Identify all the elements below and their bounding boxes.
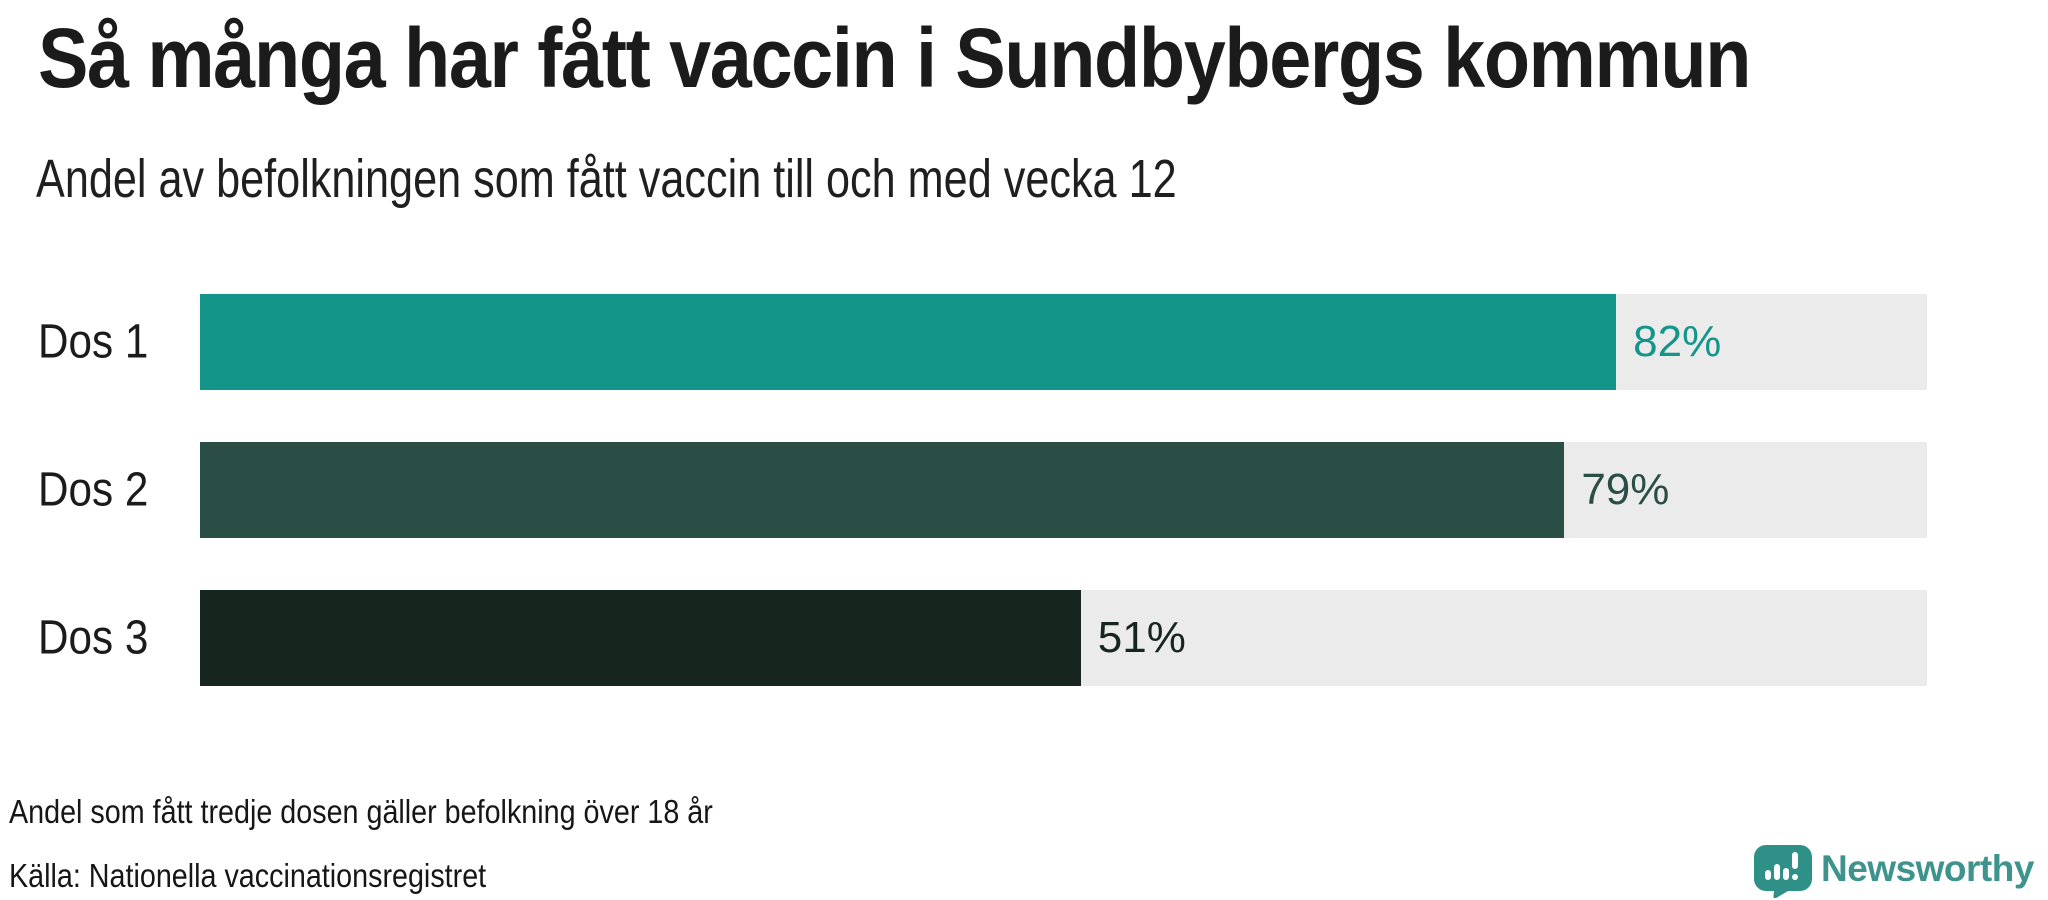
bar-value-label: 51% [1097, 613, 1186, 662]
chart-row: Dos 3 51% [0, 590, 2048, 686]
bar-track: 79% [200, 442, 1927, 538]
bar-track: 82% [200, 294, 1927, 390]
newsworthy-logo: Newsworthy [1754, 845, 2034, 900]
source-note: Källa: Nationella vaccinationsregistret [9, 857, 487, 894]
chart-row: Dos 2 79% [0, 442, 2048, 538]
category-label: Dos 1 [38, 315, 149, 369]
bar-chart: Dos 1 82% Dos 2 79% Dos 3 51% [0, 294, 2048, 738]
speech-bubble-bar-chart-icon [1754, 845, 1812, 900]
category-label: Dos 2 [38, 463, 149, 517]
bar-fill [200, 442, 1565, 538]
bar-track: 51% [200, 590, 1927, 686]
bar-value-label: 82% [1633, 317, 1722, 366]
logo-text: Newsworthy [1821, 848, 2034, 889]
page-title: Så många har fått vaccin i Sundbybergs k… [38, 11, 1751, 105]
footnote: Andel som fått tredje dosen gäller befol… [9, 793, 713, 830]
category-label: Dos 3 [38, 611, 149, 665]
chart-subtitle: Andel av befolkningen som fått vaccin ti… [36, 149, 1177, 209]
bar-fill [200, 294, 1617, 390]
bar-value-label: 79% [1581, 465, 1670, 514]
chart-row: Dos 1 82% [0, 294, 2048, 390]
bar-fill [200, 590, 1081, 686]
